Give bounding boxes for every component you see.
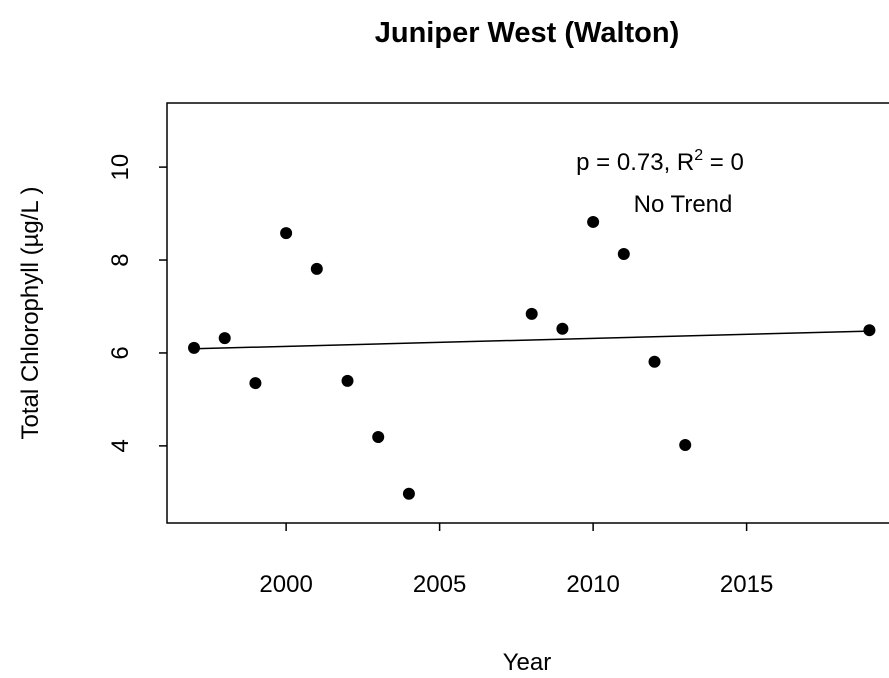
stat-tail: = 0 (703, 149, 744, 176)
y-tick-label: 8 (107, 253, 134, 266)
y-tick-label: 6 (107, 346, 134, 359)
stat-superscript: 2 (694, 147, 703, 164)
plot-frame (166, 102, 889, 524)
trend-line (193, 330, 870, 350)
stat-annotation: p = 0.73, R2 = 0 (576, 147, 744, 176)
x-tick-label: 2005 (413, 571, 466, 598)
data-point (679, 438, 692, 451)
trend-annotation: No Trend (634, 191, 733, 218)
y-tick-label: 4 (107, 439, 134, 452)
data-point (648, 355, 661, 368)
data-point (188, 341, 201, 354)
data-point (402, 487, 415, 500)
data-point (310, 262, 323, 275)
chart-title: Juniper West (Walton) (375, 17, 680, 49)
data-point (556, 322, 569, 335)
data-point (372, 431, 385, 444)
x-tick-label: 2010 (566, 571, 619, 598)
data-point (341, 374, 354, 387)
data-point (863, 324, 876, 337)
data-point (617, 247, 630, 260)
stat-text: p = 0.73, R (576, 149, 694, 176)
y-tick-label: 10 (107, 154, 134, 181)
data-point (587, 215, 600, 228)
data-point (249, 377, 262, 390)
data-point (218, 332, 231, 345)
x-axis-label: Year (503, 649, 552, 676)
y-axis-label: Total Chlorophyll (µg/L ) (17, 186, 44, 439)
x-tick-label: 2015 (720, 571, 773, 598)
x-tick-label: 2000 (259, 571, 312, 598)
data-point (525, 307, 538, 320)
data-point (280, 227, 293, 240)
